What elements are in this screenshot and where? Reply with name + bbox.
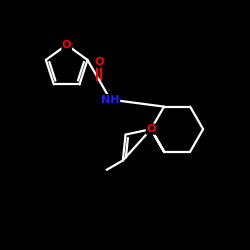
Text: NH: NH bbox=[101, 94, 120, 104]
Text: O: O bbox=[146, 124, 156, 134]
Text: O: O bbox=[94, 57, 104, 67]
Text: O: O bbox=[62, 40, 71, 50]
